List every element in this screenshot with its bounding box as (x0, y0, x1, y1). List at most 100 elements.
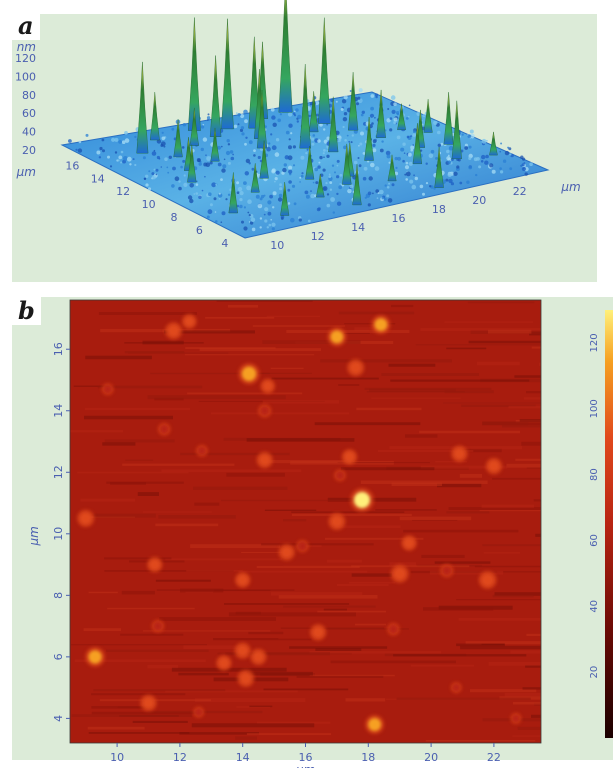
surface-texture-dot (196, 180, 198, 183)
heatmap-streak (85, 355, 152, 360)
surface-texture-dot (153, 149, 156, 152)
particle (88, 650, 102, 664)
x-tick-label: 18 (432, 203, 446, 216)
heatmap-streak (248, 631, 284, 635)
surface-texture-dot (279, 113, 282, 116)
heatmap-streak (470, 689, 537, 693)
heatmap-streak (264, 460, 352, 464)
surface-texture-dot (221, 145, 223, 148)
heatmap-streak (84, 415, 173, 420)
surface-texture-dot (257, 155, 261, 160)
surface-texture-dot (336, 201, 342, 206)
heatmap-streak (71, 644, 207, 646)
particle (79, 512, 92, 525)
surface-texture-dot (447, 172, 452, 177)
heatmap-streak (338, 384, 360, 386)
surface-texture-dot (500, 170, 504, 174)
surface-texture-dot (272, 206, 275, 209)
surface-texture-dot (391, 183, 395, 187)
particle (312, 626, 324, 638)
surface-texture-dot (370, 94, 375, 98)
surface-texture-dot (279, 187, 283, 191)
heatmap-streak (338, 311, 415, 315)
surface-texture-dot (386, 194, 390, 198)
surface-texture-dot (425, 182, 429, 185)
heatmap-streak (533, 499, 541, 502)
surface-peak (221, 18, 234, 130)
surface-texture-dot (433, 187, 436, 190)
surface-texture-dot (287, 112, 293, 117)
heatmap-streak (147, 710, 263, 714)
surface-texture-dot (229, 150, 234, 154)
heatmap-streak (314, 422, 421, 426)
heatmap-streak (191, 723, 315, 728)
heatmap-streak (344, 323, 396, 325)
surface-texture-dot (299, 181, 301, 183)
heatmap-streak (421, 554, 465, 558)
surface-texture-dot (360, 131, 364, 136)
surface-texture-dot (311, 137, 315, 141)
heatmap-streak (338, 341, 394, 344)
surface-texture-dot (272, 191, 277, 196)
surface-texture-dot (253, 149, 256, 153)
particle (103, 385, 112, 394)
particle (298, 541, 307, 551)
heatmap-streak (241, 551, 287, 553)
surface-texture-dot (393, 102, 397, 106)
surface-texture-dot (332, 211, 335, 214)
surface-peak (149, 92, 160, 141)
heatmap-streak (460, 645, 541, 650)
heatmap-streak (91, 693, 186, 696)
surface-texture-dot (101, 138, 105, 142)
surface-texture-dot (202, 123, 205, 126)
heatmap-streak (510, 650, 541, 654)
surface-texture-dot (375, 189, 380, 193)
colorbar-ticks: 20 40 60 80 100 120 (589, 333, 600, 678)
heatmap-streak (289, 646, 388, 649)
surface-texture-dot (257, 203, 263, 209)
surface-texture-dot (151, 175, 156, 180)
surface-texture-dot (310, 102, 313, 106)
surface-texture-dot (410, 148, 414, 152)
surface-texture-dot (266, 146, 271, 152)
heatmap-streak (121, 590, 155, 595)
surface-texture-dot (201, 189, 204, 192)
heatmap-streak (375, 509, 437, 511)
surface-texture-dot (312, 181, 315, 184)
particle (195, 708, 203, 716)
surface-texture-dot (341, 99, 347, 104)
x-tick-label: 22 (513, 185, 527, 198)
surface-texture-dot (241, 132, 245, 136)
heatmap-streak (299, 545, 322, 548)
heatmap-streak (185, 347, 276, 349)
heatmap-streak (309, 674, 395, 677)
surface-peak (489, 131, 498, 156)
heatmap-streak (93, 513, 156, 518)
heatmap-streak (476, 361, 520, 366)
surface-texture-dot (509, 167, 513, 171)
heatmap-streak (246, 438, 355, 442)
heatmap-streak (262, 400, 340, 404)
surface-texture-dot (279, 183, 282, 187)
heatmap-streak (226, 472, 285, 477)
surface-peak (305, 145, 315, 180)
surface-texture-dot (372, 148, 377, 153)
heatmap-particles (76, 313, 522, 735)
surface-texture-dot (446, 149, 450, 154)
particle (512, 714, 520, 723)
surface-texture-dot (317, 165, 321, 169)
particle (237, 574, 249, 586)
surface-texture-dot (413, 174, 415, 177)
surface-texture-dot (404, 173, 407, 176)
surface-texture-dot (277, 118, 282, 123)
surface-texture-dot (222, 164, 227, 169)
surface-texture-dot (151, 172, 155, 176)
surface-texture-dot (343, 145, 347, 150)
surface-texture-dot (195, 192, 199, 195)
surface-texture-dot (489, 163, 494, 168)
surface-texture-dot (217, 145, 222, 150)
surface-texture-dot (304, 190, 309, 195)
surface-texture-dot (300, 155, 305, 160)
particle (281, 546, 293, 558)
surface-texture-dot (409, 179, 414, 184)
